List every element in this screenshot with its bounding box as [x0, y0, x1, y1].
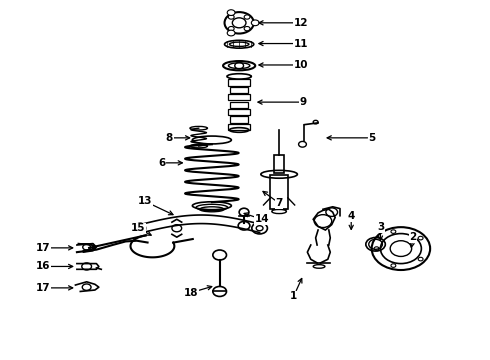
- Bar: [274, 155, 284, 173]
- Text: 10: 10: [259, 60, 308, 70]
- Text: 1: 1: [290, 279, 302, 301]
- Text: 12: 12: [259, 18, 308, 28]
- Text: 16: 16: [36, 261, 73, 271]
- Circle shape: [244, 27, 250, 31]
- Circle shape: [227, 30, 235, 36]
- Text: 13: 13: [138, 197, 173, 215]
- Bar: [270, 175, 288, 208]
- Circle shape: [244, 15, 250, 19]
- Text: 14: 14: [244, 213, 270, 224]
- Text: 2: 2: [410, 232, 416, 247]
- Circle shape: [391, 264, 396, 267]
- Text: 8: 8: [166, 133, 190, 143]
- Bar: [230, 87, 248, 93]
- Bar: [228, 79, 250, 86]
- Circle shape: [391, 230, 396, 233]
- Text: 4: 4: [347, 211, 355, 229]
- Circle shape: [228, 15, 234, 19]
- Bar: [228, 94, 250, 100]
- Text: 15: 15: [130, 223, 151, 235]
- Text: 6: 6: [159, 158, 182, 168]
- Text: 5: 5: [327, 133, 375, 143]
- Circle shape: [374, 247, 379, 250]
- Text: 17: 17: [35, 283, 73, 293]
- Bar: [230, 116, 248, 123]
- Bar: [228, 124, 250, 130]
- Bar: [230, 102, 248, 108]
- Circle shape: [228, 27, 234, 31]
- Circle shape: [418, 257, 423, 261]
- Text: 17: 17: [35, 243, 73, 253]
- Text: 11: 11: [259, 39, 308, 49]
- Text: 3: 3: [377, 222, 384, 240]
- Circle shape: [227, 10, 235, 15]
- Circle shape: [418, 236, 423, 240]
- Text: 9: 9: [258, 97, 307, 107]
- Text: 7: 7: [263, 192, 283, 208]
- Bar: [228, 109, 250, 115]
- Text: 18: 18: [184, 286, 212, 297]
- Circle shape: [251, 20, 259, 26]
